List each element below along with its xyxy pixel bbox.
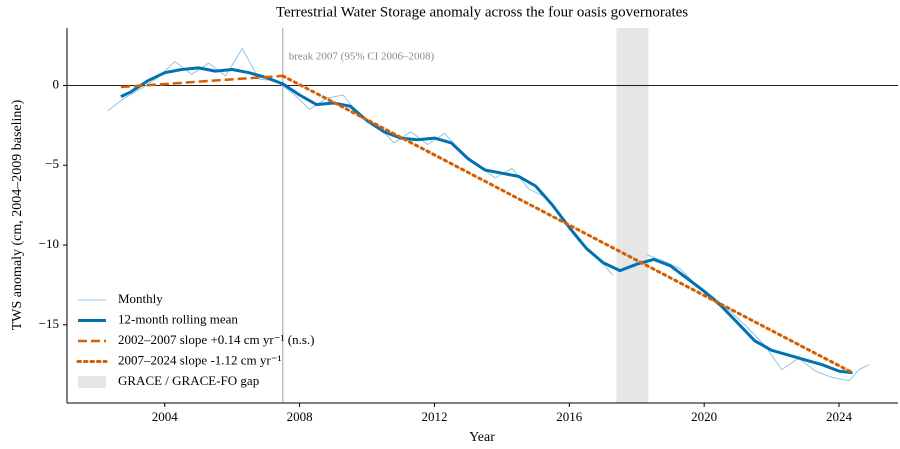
y-tick-label: −15 xyxy=(39,316,59,331)
legend-label: GRACE / GRACE-FO gap xyxy=(118,373,259,388)
x-tick-label: 2004 xyxy=(152,409,179,424)
shaded-region xyxy=(616,28,649,403)
x-tick-label: 2020 xyxy=(691,409,717,424)
y-axis-label: TWS anomaly (cm, 2004–2009 baseline) xyxy=(10,99,25,330)
series-line xyxy=(120,74,283,89)
break-annotation: break 2007 (95% CI 2006–2008) xyxy=(289,51,435,63)
y-tick-label: −5 xyxy=(45,156,59,171)
y-tick-label: −10 xyxy=(39,236,59,251)
series-line xyxy=(107,48,870,382)
legend: Monthly 12-month rolling mean 2002–2007 sl… xyxy=(76,291,314,388)
series-line xyxy=(120,66,853,375)
series-line xyxy=(281,74,854,375)
y-tick-label: 0 xyxy=(53,76,60,91)
x-tick-label: 2008 xyxy=(287,409,313,424)
x-tick-label: 2024 xyxy=(826,409,853,424)
legend-label: Monthly xyxy=(118,291,163,306)
legend-label: 12-month rolling mean xyxy=(118,311,238,326)
legend-label: 2002–2007 slope +0.14 cm yr⁻¹ (n.s.) xyxy=(118,332,314,347)
x-tick-label: 2016 xyxy=(556,409,583,424)
legend-label: 2007–2024 slope -1.12 cm yr⁻¹ xyxy=(118,352,282,367)
legend-swatch xyxy=(78,376,106,388)
x-axis-label: Year xyxy=(469,430,495,445)
x-tick-label: 2012 xyxy=(421,409,447,424)
chart-title: Terrestrial Water Storage anomaly across… xyxy=(276,4,688,20)
